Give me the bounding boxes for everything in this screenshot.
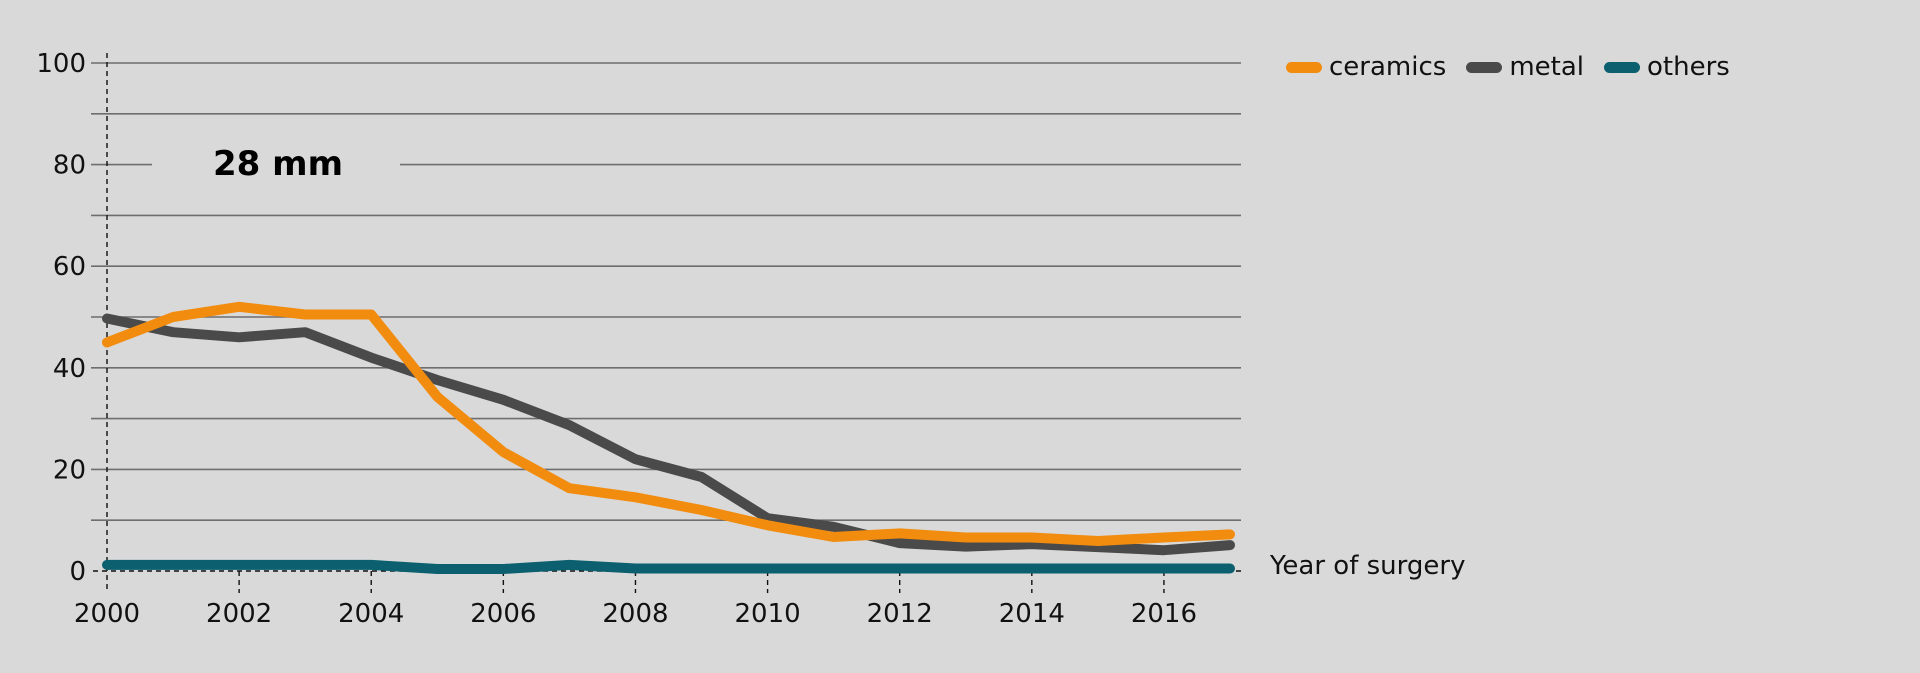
legend-swatch-ceramics bbox=[1286, 61, 1322, 73]
y-tick-label: 100 bbox=[36, 49, 86, 79]
legend-label: ceramics bbox=[1329, 52, 1447, 82]
legend: ceramics metal others bbox=[1286, 48, 1750, 86]
legend-item-ceramics[interactable]: ceramics bbox=[1286, 52, 1446, 82]
y-tick-label: 20 bbox=[53, 455, 86, 485]
x-tick-label: 2010 bbox=[735, 599, 801, 629]
gridlines bbox=[91, 62, 1241, 522]
legend-swatch-metal bbox=[1466, 61, 1503, 73]
x-tick-label: 2016 bbox=[1131, 599, 1197, 629]
x-axis-ticks: 2000 2002 2004 2006 2008 2010 2012 2014 2016 bbox=[74, 571, 1197, 629]
series-lines bbox=[102, 301, 1235, 574]
x-tick-label: 2002 bbox=[206, 599, 272, 629]
x-tick-label: 2012 bbox=[867, 599, 933, 629]
y-tick-label: 40 bbox=[53, 354, 86, 384]
x-tick-label: 2008 bbox=[602, 599, 668, 629]
y-tick-label: 80 bbox=[53, 151, 86, 181]
legend-swatch-others bbox=[1604, 61, 1640, 73]
legend-item-metal[interactable]: metal bbox=[1466, 52, 1584, 82]
legend-item-others[interactable]: others bbox=[1604, 52, 1730, 82]
y-axis-ticks: 0 20 40 60 80 100 bbox=[36, 49, 86, 587]
series-line-metal bbox=[102, 313, 1235, 556]
panel-label: 28 mm bbox=[213, 144, 343, 184]
series-line-ceramics bbox=[102, 301, 1235, 546]
series-line-others bbox=[102, 559, 1235, 574]
x-tick-label: 2014 bbox=[999, 599, 1065, 629]
x-tick-label: 2006 bbox=[470, 599, 536, 629]
legend-label: metal bbox=[1509, 52, 1584, 82]
x-tick-label: 2004 bbox=[338, 599, 404, 629]
axes bbox=[93, 53, 1241, 593]
legend-label: others bbox=[1647, 52, 1730, 82]
x-tick-label: 2000 bbox=[74, 599, 140, 629]
y-tick-label: 60 bbox=[53, 252, 86, 282]
y-tick-label: 0 bbox=[69, 557, 86, 587]
x-axis-title: Year of surgery bbox=[1270, 551, 1466, 581]
